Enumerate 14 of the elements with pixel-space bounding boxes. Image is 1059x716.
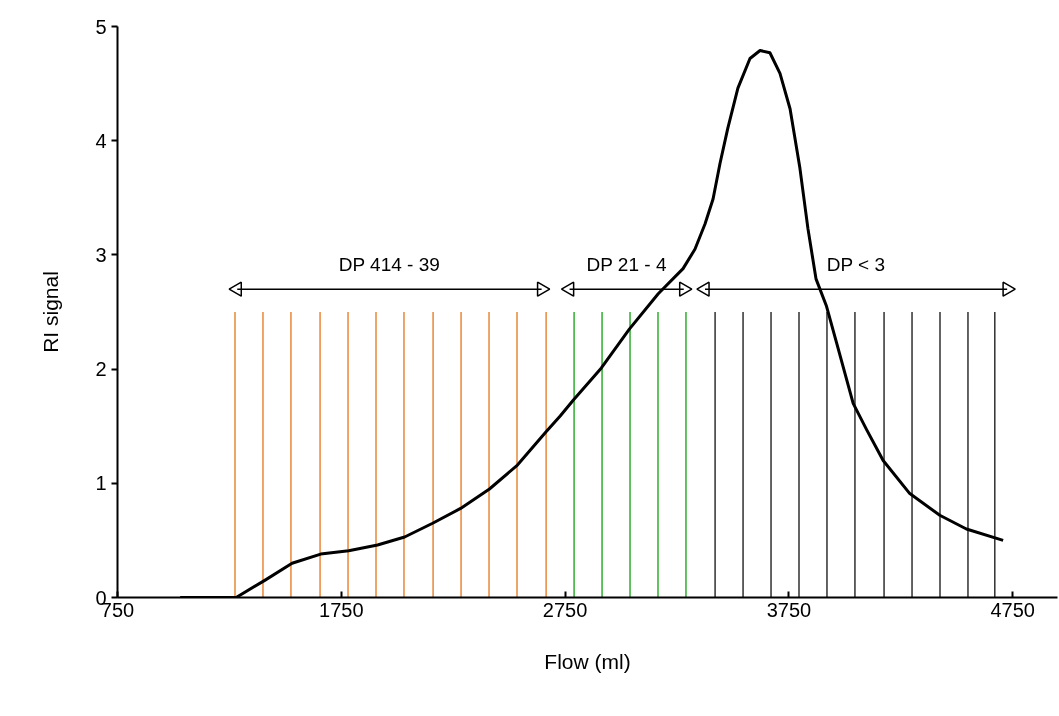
y-tick-label: 5 [95, 15, 107, 38]
annotation: DP 21 - 4 [586, 254, 667, 276]
x-tick-label: 1750 [319, 598, 364, 621]
y-tick-label: 1 [95, 472, 107, 495]
y-axis-title: RI signal [39, 271, 63, 353]
y-tick-label: 2 [95, 358, 107, 381]
annotation: DP < 3 [826, 254, 886, 276]
x-tick-label: 2750 [542, 598, 588, 621]
annotation: DP 414 - 39 [338, 254, 440, 276]
y-tick-label: 3 [95, 243, 107, 266]
x-tick-label: 4750 [990, 598, 1035, 621]
y-tick-label: 4 [95, 129, 107, 152]
x-tick-label: 3750 [766, 598, 812, 621]
x-axis-title: Flow (ml) [544, 649, 631, 673]
